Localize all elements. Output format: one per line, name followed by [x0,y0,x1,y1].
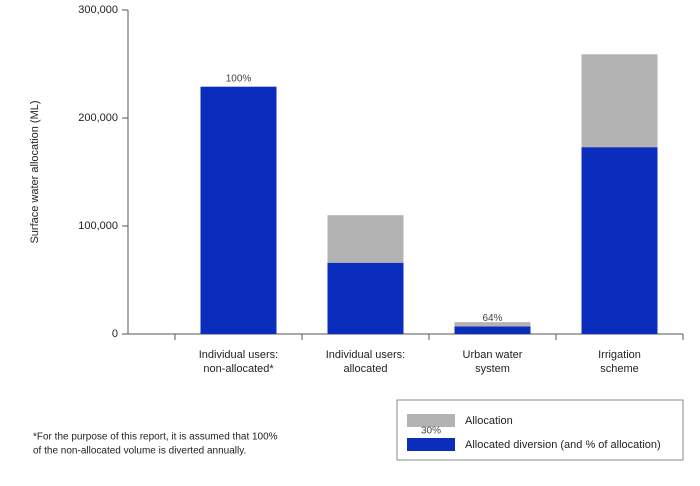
bar-segment [200,86,277,335]
y-tick-label: 300,000 [78,4,118,16]
x-tick-label: Irrigation [598,349,641,361]
x-tick-label: Urban water [463,349,523,361]
footnote: *For the purpose of this report, it is a… [33,432,278,443]
percent-label: 100% [226,73,252,84]
legend-box [396,399,684,461]
x-tick-label: Individual users: [326,349,406,361]
bar-segment [454,326,531,334]
x-tick-label: scheme [600,363,639,375]
bar-segment [581,54,658,148]
footnote: of the non-allocated volume is diverted … [33,446,246,457]
x-tick-label: allocated [343,363,387,375]
bar-segment [327,215,404,263]
legend-swatch [407,414,455,427]
legend-label: Allocated diversion (and % of allocation… [465,439,661,451]
y-tick-label: 100,000 [78,220,118,232]
percent-label: 64% [482,313,502,324]
bar-segment [581,147,658,334]
legend-label: Allocation [465,415,513,427]
y-axis-label: Surface water allocation (ML) [29,100,41,243]
x-tick-label: non-allocated* [203,363,274,375]
bar-segment [327,262,404,334]
y-tick-label: 0 [112,328,118,340]
bar-segment [454,322,531,327]
legend-swatch [407,438,455,451]
y-tick-label: 200,000 [78,112,118,124]
x-tick-label: Individual users: [199,349,279,361]
legend-example-label: 30% [421,426,441,437]
x-tick-label: system [475,363,510,375]
